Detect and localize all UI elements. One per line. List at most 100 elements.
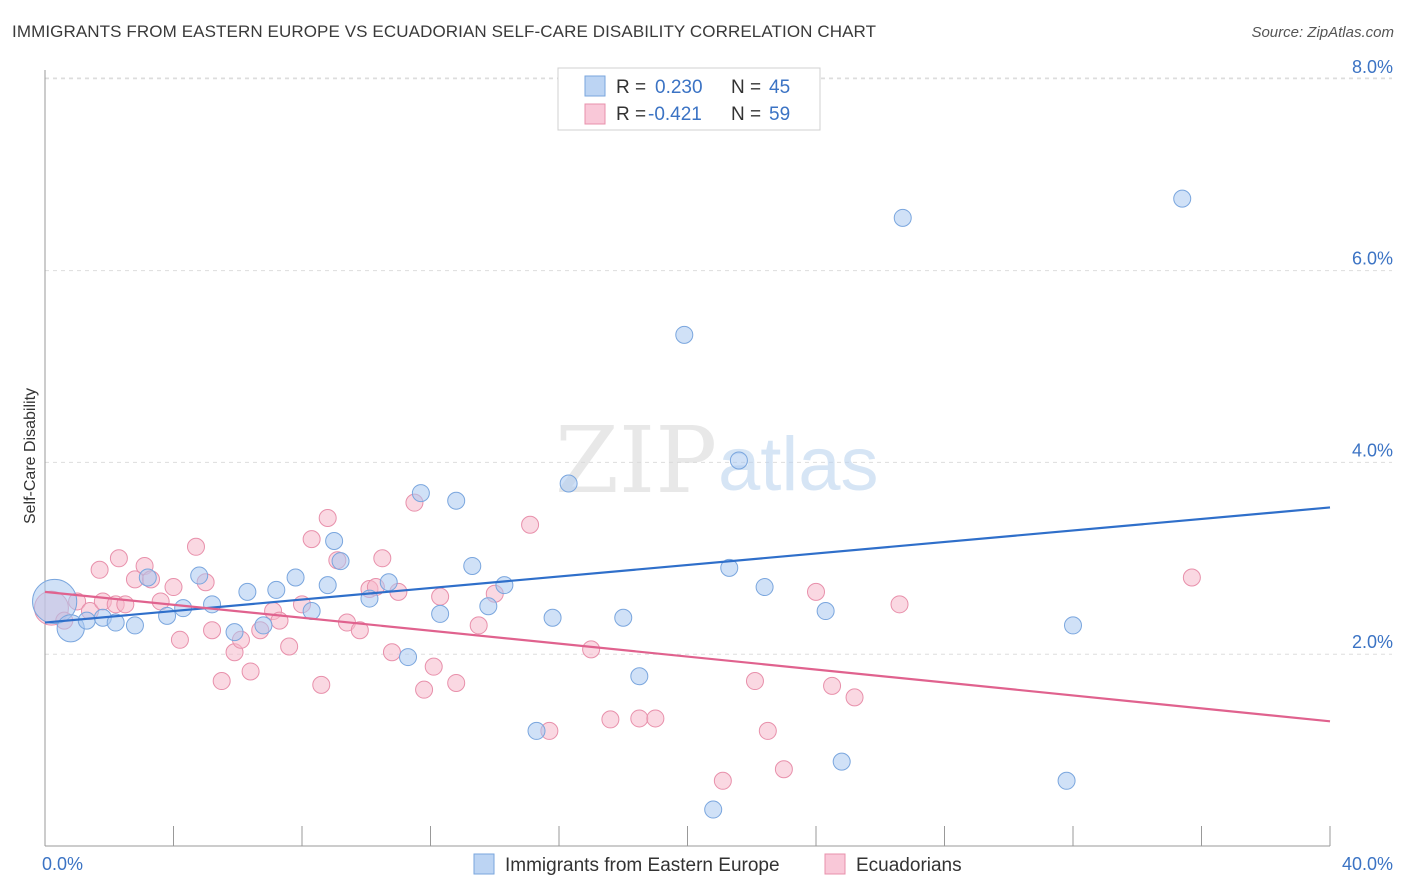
eastern-europe-point-12 (238, 582, 257, 601)
ecuadorians-point-27 (302, 530, 321, 549)
stats-r-value-blue: 0.230 (655, 77, 703, 98)
grid-lines (45, 77, 1392, 655)
ecuadorians-point-32 (350, 621, 369, 640)
eastern-europe-point-25 (447, 491, 466, 510)
eastern-europe-point-11 (225, 623, 244, 642)
ecuadorians-point-43 (469, 616, 488, 635)
ecuadorians-point-29 (318, 509, 337, 528)
stats-r-value-pink: -0.421 (648, 104, 702, 125)
ecuadorians-point-5 (90, 560, 109, 579)
eastern-europe-point-6 (138, 568, 157, 587)
eastern-europe-points (32, 189, 1192, 819)
ecuadorians-point-13 (164, 578, 183, 597)
ecuadorians-point-42 (447, 673, 466, 692)
eastern-europe-point-37 (729, 451, 748, 470)
eastern-europe-point-19 (325, 532, 344, 551)
x-ticks (44, 826, 1331, 846)
stats-n-label-blue: N = (731, 77, 761, 98)
stats-n-label-pink: N = (731, 104, 761, 125)
eastern-europe-point-42 (1064, 616, 1082, 635)
legend-swatch-pink (824, 853, 846, 875)
eastern-europe-point-36 (720, 558, 739, 577)
y-axis-title: Self-Care Disability (22, 388, 39, 524)
stats-n-value-blue: 45 (769, 77, 790, 98)
ecuadorians-point-54 (774, 760, 793, 779)
eastern-europe-point-38 (755, 578, 774, 597)
ecuadorians-point-40 (424, 657, 443, 676)
y-tick-label-2: 6.0% (1352, 249, 1393, 269)
eastern-europe-point-17 (318, 576, 337, 595)
watermark-zip: ZIP (555, 407, 717, 514)
ecuadorians-point-25 (280, 637, 299, 656)
eastern-europe-point-14 (267, 580, 286, 599)
series-legend: Immigrants from Eastern Europe Ecuadoria… (473, 853, 962, 876)
y-tick-labels: 2.0% 4.0% 6.0% 8.0% (1352, 57, 1393, 652)
ecuadorians-point-55 (807, 582, 825, 601)
ecuadorians-point-48 (601, 710, 620, 729)
eastern-europe-point-13 (254, 616, 273, 635)
eastern-europe-point-2 (77, 611, 96, 630)
legend-swatch-blue (473, 853, 495, 875)
eastern-europe-point-9 (190, 566, 209, 585)
trend-lines (44, 506, 1331, 723)
stats-n-value-pink: 59 (769, 104, 790, 125)
ecuadorians-point-47 (582, 640, 601, 659)
ecuadorians-point-14 (170, 630, 189, 649)
ecuadorians-points (33, 493, 1201, 790)
eastern-europe-point-24 (431, 604, 450, 623)
ecuadorians-point-41 (431, 587, 450, 606)
stats-legend: R = 0.230 N = 45 R = -0.421 N = 59 (557, 67, 821, 131)
ecuadorians-point-56 (823, 676, 842, 695)
eastern-europe-point-33 (630, 667, 649, 686)
eastern-europe-point-43 (1057, 771, 1076, 790)
legend-label-ecuadorians: Ecuadorians (856, 855, 962, 876)
x-tick-label-right: 40.0% (1342, 854, 1393, 874)
x-tick-label-left: 0.0% (42, 854, 83, 874)
watermark: ZIP atlas (555, 407, 879, 514)
source-credit: Source: ZipAtlas.com (1251, 24, 1394, 41)
ecuadorians-trend-line (44, 590, 1331, 723)
ecuadorians-point-36 (382, 643, 401, 662)
ecuadorians-point-51 (713, 771, 732, 790)
eastern-europe-trend-line (44, 506, 1331, 624)
eastern-europe-point-40 (832, 752, 851, 771)
eastern-europe-point-16 (302, 602, 321, 621)
eastern-europe-point-27 (479, 597, 498, 616)
eastern-europe-point-8 (174, 599, 193, 618)
ecuadorians-point-45 (521, 515, 540, 534)
eastern-europe-point-0 (32, 578, 78, 625)
ecuadorians-point-21 (241, 662, 260, 681)
stats-swatch-pink (584, 103, 606, 125)
eastern-europe-point-30 (543, 608, 562, 627)
ecuadorians-point-15 (186, 537, 205, 556)
eastern-europe-point-31 (559, 474, 578, 493)
stats-r-label-blue: R = (616, 77, 646, 98)
ecuadorians-point-7 (109, 549, 128, 568)
ecuadorians-point-52 (745, 672, 764, 691)
ecuadorians-point-49 (630, 709, 649, 728)
eastern-europe-point-5 (125, 616, 144, 635)
legend-label-eastern-europe: Immigrants from Eastern Europe (505, 855, 780, 876)
eastern-europe-point-18 (331, 552, 350, 571)
ecuadorians-point-35 (373, 549, 392, 568)
eastern-europe-point-34 (675, 325, 694, 344)
stats-r-label-pink: R = (616, 104, 646, 125)
eastern-europe-point-29 (527, 721, 546, 740)
eastern-europe-point-28 (495, 576, 514, 595)
stats-swatch-blue (584, 75, 606, 97)
eastern-europe-point-41 (893, 208, 912, 227)
ecuadorians-point-28 (312, 675, 331, 694)
ecuadorians-point-17 (203, 621, 222, 640)
ecuadorians-point-58 (890, 595, 909, 614)
eastern-europe-point-21 (379, 573, 398, 592)
eastern-europe-point-32 (614, 608, 633, 627)
eastern-europe-point-22 (399, 648, 418, 667)
ecuadorians-point-39 (415, 680, 434, 699)
ecuadorians-point-57 (845, 688, 864, 707)
eastern-europe-point-35 (704, 800, 723, 819)
eastern-europe-point-15 (286, 568, 305, 587)
eastern-europe-point-44 (1173, 189, 1192, 208)
eastern-europe-point-23 (411, 484, 430, 503)
ecuadorians-point-59 (1182, 568, 1201, 587)
